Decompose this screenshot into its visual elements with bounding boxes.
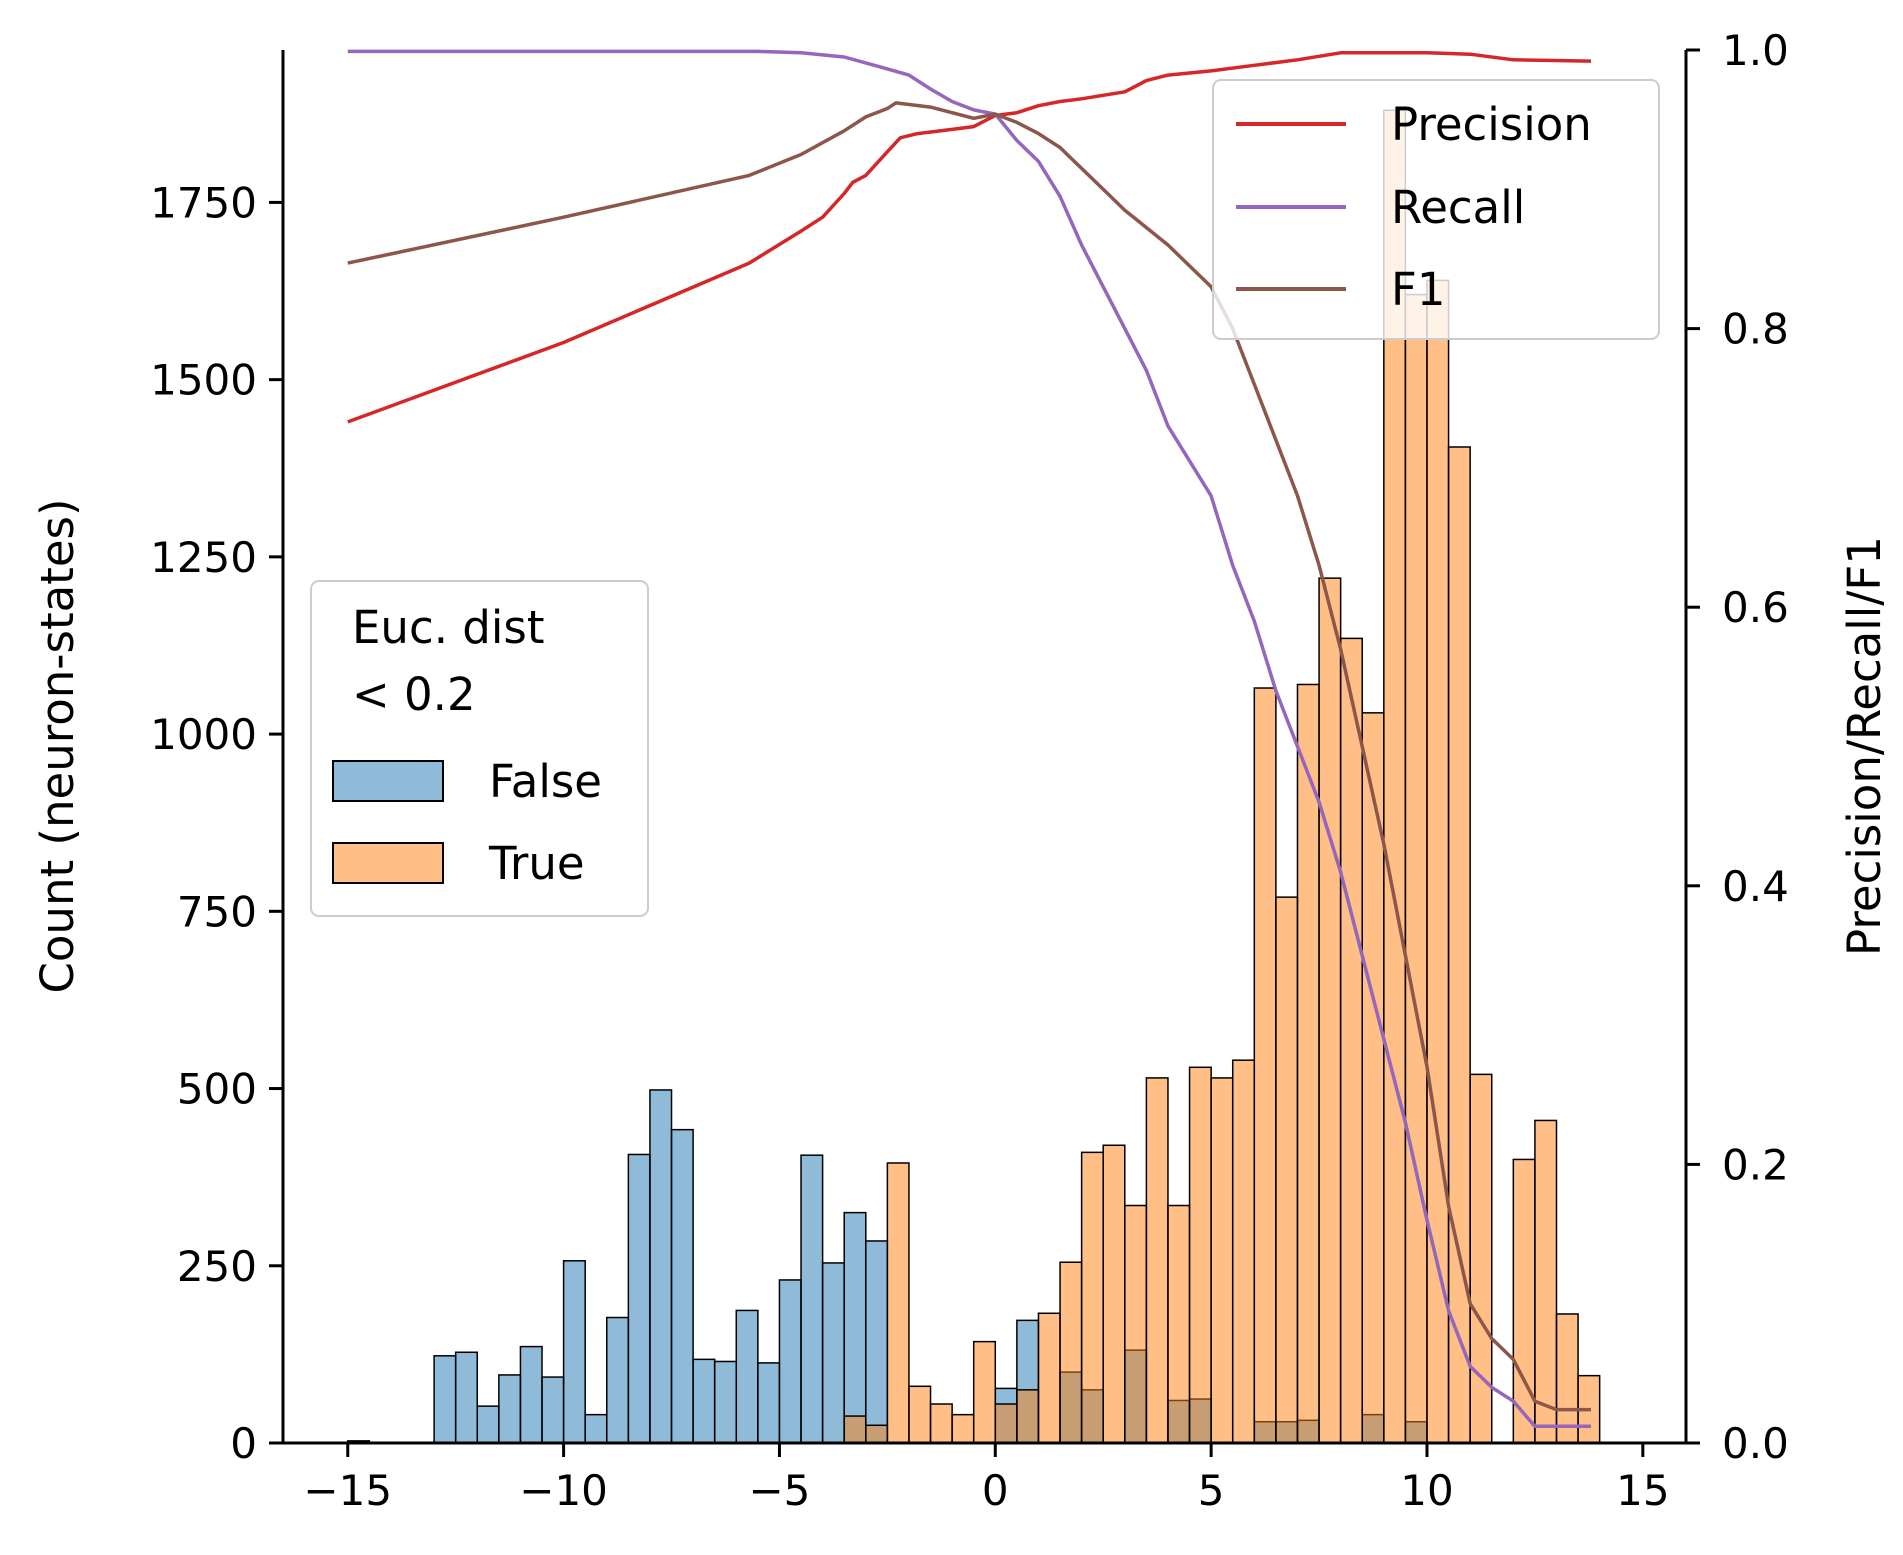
x-tick-label: −15	[303, 1466, 392, 1515]
hist-bar-true	[886, 1162, 910, 1444]
hist-bar-false	[476, 1405, 500, 1444]
left-y-tick-label: 1500	[150, 356, 257, 405]
hist-bar-true	[1016, 1389, 1040, 1444]
right-y-tick-label: 0.0	[1722, 1419, 1789, 1468]
x-tick-label: 0	[982, 1466, 1009, 1515]
hist-bar-false	[865, 1240, 889, 1444]
hist-bar-true	[1275, 896, 1299, 1444]
left-y-tick-label: 250	[177, 1242, 257, 1291]
hist-bar-true	[1404, 293, 1428, 1444]
hist-bar-false	[735, 1309, 759, 1444]
hist-bar-true	[929, 1403, 953, 1444]
hist-bar-true	[1318, 577, 1342, 1444]
hist-bar-false	[584, 1413, 608, 1444]
legend-swatch-false	[332, 760, 444, 802]
hist-bar-true	[908, 1385, 932, 1444]
histogram-legend-frame	[310, 580, 649, 917]
hist-bar-false	[692, 1358, 716, 1444]
x-tick-label: −10	[519, 1466, 608, 1515]
right-y-tick-label: 0.4	[1722, 862, 1789, 911]
left-y-tick-label: 1250	[150, 533, 257, 582]
hist-bar-false	[519, 1345, 543, 1444]
metric-lines	[347, 49, 1592, 1429]
line-f1	[347, 101, 1591, 1412]
legend-label-recall: Recall	[1391, 181, 1525, 234]
legend-label-precision: Precision	[1391, 98, 1592, 151]
hist-bar-true	[1124, 1204, 1148, 1444]
left-axis-label: Count (neuron-states)	[31, 498, 84, 993]
hist-bar-true	[1534, 1119, 1558, 1444]
left-y-tick-label: 1750	[150, 178, 257, 227]
hist-bar-false	[713, 1360, 738, 1444]
hist-bar-true	[1210, 1077, 1234, 1444]
hist-bar-true	[1145, 1077, 1169, 1444]
left-y-tick-label: 750	[177, 887, 257, 936]
x-ticks: −15 −10 −5 0 5 10 15	[303, 1443, 1670, 1515]
legend-label-true: True	[488, 837, 585, 890]
hist-bar-false	[800, 1154, 824, 1444]
legend-swatch-true	[332, 842, 444, 884]
hist-bar-false	[821, 1262, 845, 1444]
hist-bar-false	[454, 1351, 479, 1444]
hist-bar-true	[1555, 1313, 1579, 1444]
line-recall	[347, 49, 1591, 1429]
hist-bar-true	[1188, 1066, 1212, 1444]
hist-bar-true	[865, 1424, 889, 1444]
right-y-ticks: 0.0 0.2 0.4 0.6 0.8 1.0	[1686, 26, 1789, 1468]
right-y-tick-label: 0.8	[1722, 305, 1789, 354]
hist-bar-true	[972, 1340, 997, 1444]
right-y-tick-label: 0.6	[1722, 583, 1789, 632]
hist-bar-false	[541, 1376, 565, 1444]
hist-bar-true	[1059, 1261, 1083, 1444]
hist-bar-true	[1512, 1158, 1536, 1444]
hist-bar-true	[1167, 1204, 1191, 1444]
hist-bar-true	[1253, 687, 1277, 1444]
histogram-legend: Euc. dist < 0.2 False True	[310, 580, 649, 917]
hist-bar-false	[606, 1316, 630, 1444]
hist-bar-true	[1231, 1059, 1256, 1444]
x-tick-label: 15	[1616, 1466, 1669, 1515]
axes: −15 −10 −5 0 5 10 15 0 250 500 750 1000 1250 1500 175…	[31, 26, 1891, 1515]
right-y-tick-label: 0.2	[1722, 1140, 1789, 1189]
right-y-tick-label: 1.0	[1722, 26, 1789, 75]
hist-bar-true	[1469, 1073, 1493, 1444]
legend-label-false: False	[489, 755, 602, 808]
hist-bar-true	[1080, 1151, 1104, 1444]
x-tick-label: 5	[1198, 1466, 1225, 1515]
hist-bar-true	[1037, 1312, 1061, 1444]
x-tick-label: 10	[1400, 1466, 1453, 1515]
left-y-ticks: 0 250 500 750 1000 1250 1500 1750	[150, 178, 283, 1468]
left-y-tick-label: 0	[230, 1419, 257, 1468]
hist-bar-false	[778, 1279, 802, 1444]
hist-bar-false	[562, 1260, 586, 1444]
x-tick-label: −5	[748, 1466, 810, 1515]
hist-bar-false	[498, 1374, 522, 1444]
hist-bar-true	[994, 1403, 1018, 1444]
right-axis-label: Precision/Recall/F1	[1838, 536, 1891, 956]
histogram-true-bars	[843, 109, 1601, 1444]
hist-bar-true	[1339, 637, 1363, 1444]
hist-bar-false	[757, 1362, 781, 1444]
metrics-legend: Precision Recall F1	[1212, 79, 1660, 340]
histogram-legend-title-line1: Euc. dist	[352, 601, 544, 654]
hist-bar-false	[627, 1153, 651, 1444]
hist-bar-false	[843, 1211, 867, 1444]
legend-label-f1: F1	[1391, 263, 1446, 316]
histogram-legend-title-line2: < 0.2	[352, 668, 476, 721]
hist-bar-false	[670, 1128, 694, 1444]
left-y-tick-label: 500	[177, 1065, 257, 1114]
hist-bar-true	[1102, 1144, 1126, 1444]
metrics-legend-frame	[1212, 79, 1660, 340]
line-precision	[347, 51, 1592, 424]
left-y-tick-label: 1000	[150, 710, 257, 759]
hist-bar-false	[433, 1355, 457, 1444]
hist-bar-true	[843, 1415, 867, 1444]
hist-bar-false	[649, 1089, 673, 1444]
hist-bar-true	[951, 1413, 975, 1444]
